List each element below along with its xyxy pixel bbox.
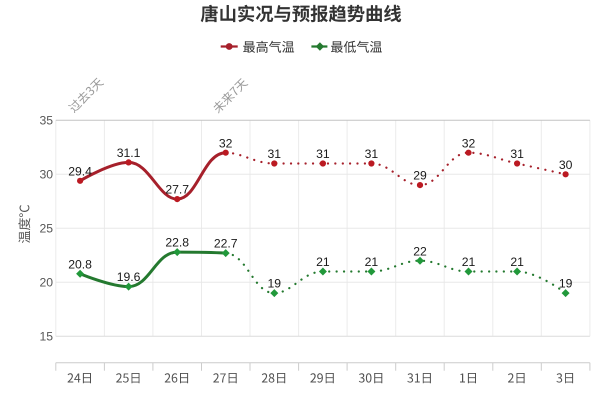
- svg-text:19.6: 19.6: [117, 270, 141, 284]
- svg-text:15: 15: [39, 330, 53, 344]
- svg-text:31: 31: [316, 147, 330, 161]
- svg-text:21: 21: [365, 255, 379, 269]
- svg-text:22.8: 22.8: [165, 236, 189, 250]
- svg-text:32: 32: [462, 136, 476, 150]
- svg-text:20.8: 20.8: [68, 257, 92, 271]
- svg-text:31: 31: [510, 147, 524, 161]
- svg-text:19: 19: [268, 277, 282, 291]
- svg-text:21: 21: [510, 255, 524, 269]
- svg-text:21: 21: [316, 255, 330, 269]
- svg-text:22.7: 22.7: [214, 237, 238, 251]
- svg-text:21: 21: [462, 255, 476, 269]
- svg-text:31: 31: [268, 147, 282, 161]
- svg-text:22: 22: [413, 244, 427, 258]
- svg-text:30: 30: [559, 158, 573, 172]
- svg-text:29.4: 29.4: [68, 164, 92, 178]
- svg-text:31.1: 31.1: [117, 146, 141, 160]
- svg-text:29: 29: [413, 169, 427, 183]
- svg-text:31: 31: [365, 147, 379, 161]
- svg-text:27.7: 27.7: [165, 183, 189, 197]
- svg-text:20: 20: [39, 276, 53, 290]
- svg-text:19: 19: [559, 277, 573, 291]
- svg-text:32: 32: [219, 136, 233, 150]
- svg-text:30: 30: [39, 168, 53, 182]
- svg-text:35: 35: [39, 114, 53, 128]
- svg-text:25: 25: [39, 222, 53, 236]
